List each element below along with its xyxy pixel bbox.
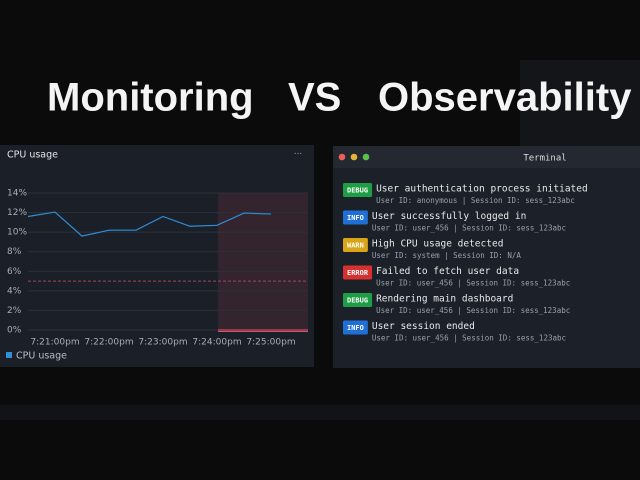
log-level: ERROR [347, 269, 369, 277]
legend-swatch [6, 352, 12, 358]
log-meta: User ID: anonymous | Session ID: sess_12… [376, 196, 575, 205]
y-tick-label: 8% [7, 247, 22, 257]
backdrop [0, 405, 640, 420]
alert-region [218, 193, 308, 330]
log-level: WARN [347, 242, 364, 250]
terminal-panel [333, 146, 640, 368]
log-meta: User ID: system | Session ID: N/A [372, 251, 521, 260]
backdrop [520, 60, 640, 146]
log-message: User session ended [372, 321, 475, 332]
terminal-title: Terminal [523, 154, 566, 164]
log-level-badge [343, 293, 373, 307]
menu-icon[interactable]: ··· [294, 150, 303, 160]
log-level-badge [343, 183, 373, 197]
chart: 0% 2% 4% 6% 8% 10% 12% 14% 7:21:00pm 7:22:00pm 7:2… [6, 189, 308, 362]
log-message: User successfully logged in [372, 211, 526, 222]
log-level: DEBUG [347, 297, 368, 305]
chart-title: CPU usage [7, 150, 58, 161]
window-close[interactable] [338, 153, 346, 161]
log-meta: User ID: user_456 | Session ID: sess_123… [372, 334, 566, 343]
title-left: Monitoring [47, 76, 254, 120]
log-meta: User ID: user_456 | Session ID: sess_123… [376, 279, 570, 288]
y-tick-label: 4% [7, 286, 22, 296]
window-minimize[interactable] [350, 153, 358, 161]
y-tick-label: 0% [7, 326, 22, 336]
log-level-badge [343, 210, 368, 225]
y-tick-label: 2% [7, 306, 22, 316]
y-tick-label: 12% [7, 208, 27, 218]
title-right: Observability [378, 76, 632, 120]
log-message: Failed to fetch user data [376, 266, 519, 277]
y-tick-label: 14% [7, 189, 27, 199]
log-level-badge [343, 265, 373, 280]
window-maximize[interactable] [362, 153, 370, 161]
log-message: User authentication process initiated [376, 184, 588, 195]
log-message: High CPU usage detected [372, 239, 504, 250]
legend-label: CPU usage [16, 351, 67, 362]
log-meta: User ID: user_456 | Session ID: sess_123… [376, 306, 570, 315]
log-message: Rendering main dashboard [376, 294, 513, 305]
line-series [27, 211, 272, 237]
x-tick-label: 7:23:00pm [138, 338, 187, 348]
y-tick-label: 10% [7, 228, 27, 238]
y-tick-label: 6% [7, 267, 22, 277]
x-tick-label: 7:24:00pm [192, 338, 241, 348]
terminal-titlebar [333, 146, 640, 168]
log-level: INFO [347, 214, 364, 222]
log-level: INFO [347, 324, 364, 332]
log-level: DEBUG [347, 187, 368, 195]
x-tick-label: 7:25:00pm [246, 338, 295, 348]
log-level-badge [343, 238, 368, 252]
log-level-badge [343, 320, 368, 335]
x-tick-label: 7:22:00pm [84, 338, 133, 348]
log-meta: User ID: user_456 | Session ID: sess_123… [372, 224, 566, 233]
log-list: DEBUG User authentication process initiat… [343, 183, 588, 343]
title-vs: VS [288, 76, 341, 120]
x-tick-label: 7:21:00pm [30, 338, 79, 348]
